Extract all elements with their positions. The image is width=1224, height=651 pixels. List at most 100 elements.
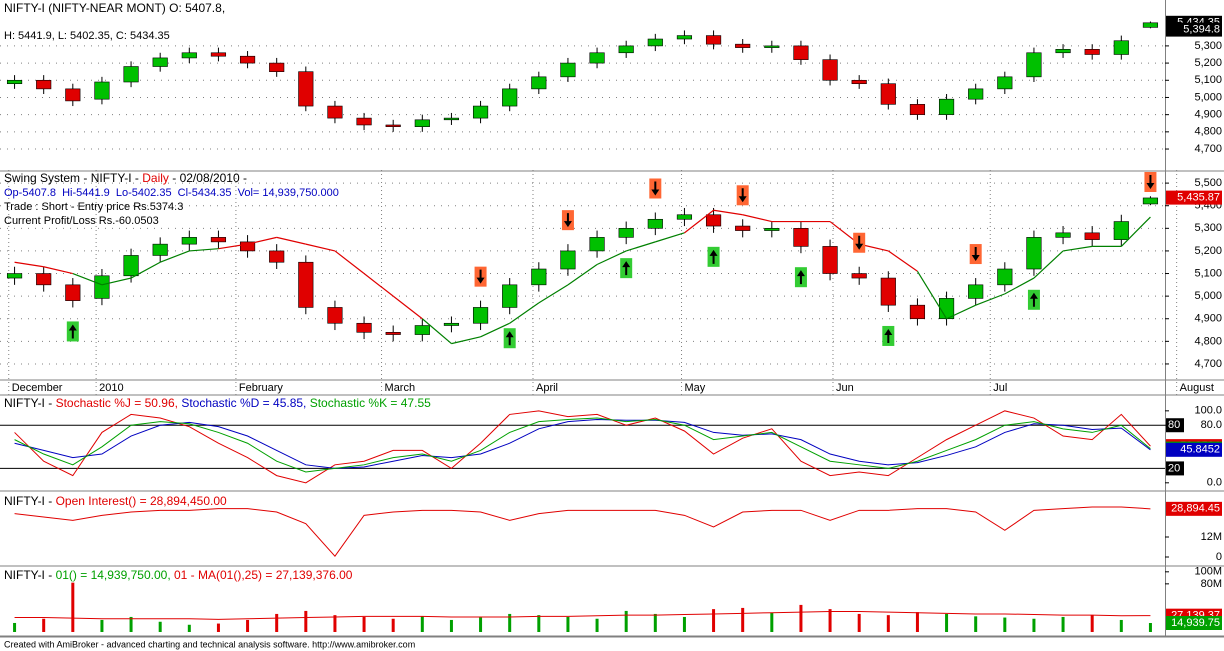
candle-body: [560, 250, 576, 270]
y-tick-label: 5,000: [1194, 91, 1222, 103]
candle-body: [793, 45, 809, 60]
candle-body: [152, 243, 168, 256]
candle-body: [123, 255, 139, 277]
volume-bar: [246, 619, 250, 632]
ma-line: [14, 611, 1151, 620]
y-tick-label: 100.0: [1194, 405, 1222, 417]
stop-line: [218, 243, 248, 250]
candle-body: [94, 81, 110, 100]
panel-header: Swing System - NIFTY-I - Daily - 02/08/2…: [4, 171, 247, 185]
sell-arrow: [971, 247, 980, 262]
y-tick-label: 5,000: [1194, 290, 1222, 302]
volume-bar: [595, 618, 599, 632]
stop-line: [509, 302, 540, 324]
stop-line: [1120, 216, 1151, 247]
candle-body: [36, 79, 52, 90]
stop-line: [130, 261, 161, 279]
y-tick-label: 5,100: [1194, 74, 1222, 86]
header-part: Daily: [142, 171, 169, 185]
candle-body: [1113, 40, 1129, 55]
volume-bar: [770, 612, 774, 632]
volume-bar: [682, 616, 686, 632]
candle-body: [822, 59, 838, 81]
candle-body: [181, 237, 197, 245]
candle-body: [414, 119, 430, 127]
candle-body: [1142, 22, 1159, 28]
y-tick-label: 4,800: [1194, 126, 1222, 138]
volume-bar: [100, 619, 104, 632]
candle-body: [938, 298, 955, 320]
header-part: - 02/08/2010 -: [169, 171, 247, 185]
stop-line: [363, 273, 394, 297]
x-tick-label: April: [536, 382, 558, 394]
candle-body: [793, 228, 809, 247]
x-tick-label: Jul: [993, 382, 1007, 394]
sell-arrow: [651, 181, 660, 196]
value-box: [1166, 501, 1222, 516]
candle-body: [705, 214, 722, 227]
panel-info: Current Profit/Loss Rs.-60.0503: [4, 215, 159, 227]
series-line: [14, 418, 1151, 469]
value-box-label: 28,894.45: [1171, 503, 1220, 515]
y-tick-label: 5,500: [1194, 177, 1222, 189]
candle-body: [997, 268, 1013, 286]
candle-body: [676, 214, 693, 220]
panel-header: NIFTY-I (NIFTY-NEAR MONT) O: 5407.8,: [4, 1, 225, 15]
volume-bar: [1061, 616, 1065, 632]
value-box-label: 5,394.8: [1183, 24, 1220, 36]
volume-bar: [653, 613, 657, 632]
header-part: NIFTY-I (NIFTY-NEAR MONT) O: 5407.8,: [4, 1, 225, 15]
candle-body: [239, 241, 256, 252]
volume-bar: [799, 604, 803, 632]
candle-body: [764, 228, 780, 231]
stop-line: [916, 270, 948, 320]
candle-body: [938, 98, 955, 115]
panel-info: H: 5441.9, L: 5402.35, C: 5434.35: [4, 30, 170, 42]
candle-body: [1026, 52, 1042, 78]
candle-body: [210, 52, 227, 57]
stop-line: [596, 250, 627, 266]
candle-body: [152, 57, 168, 67]
sell-arrow: [563, 213, 572, 228]
stop-line: [1004, 277, 1035, 295]
volume-bar: [857, 613, 861, 632]
volume-bar: [1119, 619, 1123, 632]
level-box: [1166, 461, 1184, 476]
candle-body: [502, 88, 518, 107]
candle-body: [909, 304, 926, 320]
sell-arrow: [855, 235, 864, 250]
candle-body: [880, 83, 896, 105]
volume-bar: [624, 610, 628, 632]
footer: Created with AmiBroker - advanced charti…: [4, 639, 415, 649]
volume-bar: [42, 618, 46, 632]
candle-body: [502, 284, 518, 308]
volume-bar: [741, 607, 745, 632]
candle-body: [676, 35, 693, 40]
level-label: 80: [1168, 419, 1180, 431]
value-box: [1166, 22, 1222, 37]
panel-header: NIFTY-I - 01() = 14,939,750.00, 01 - MA(…: [4, 568, 353, 582]
candle-body: [735, 225, 751, 231]
y-tick-label: 4,900: [1194, 109, 1222, 121]
volume-bar: [1003, 617, 1007, 632]
panel-header: NIFTY-I - Stochastic %J = 50.96, Stochas…: [4, 396, 431, 410]
volume-bar: [566, 616, 570, 632]
stop-line: [742, 214, 772, 223]
buy-arrow: [1029, 292, 1038, 307]
stop-line: [626, 241, 656, 252]
candle-body: [1113, 221, 1129, 240]
candle-body: [705, 35, 722, 45]
candle-body: [735, 43, 751, 48]
candle-body: [647, 218, 663, 229]
candle-body: [65, 284, 81, 301]
candle-body: [356, 117, 372, 126]
candle-body: [1026, 237, 1042, 270]
volume-bar: [712, 609, 716, 632]
candle-body: [1084, 232, 1100, 240]
candle-body: [298, 71, 314, 107]
candle-body: [210, 237, 227, 243]
y-tick-label: 12M: [1201, 531, 1222, 543]
candle-body: [968, 284, 984, 299]
stop-line: [451, 336, 481, 345]
